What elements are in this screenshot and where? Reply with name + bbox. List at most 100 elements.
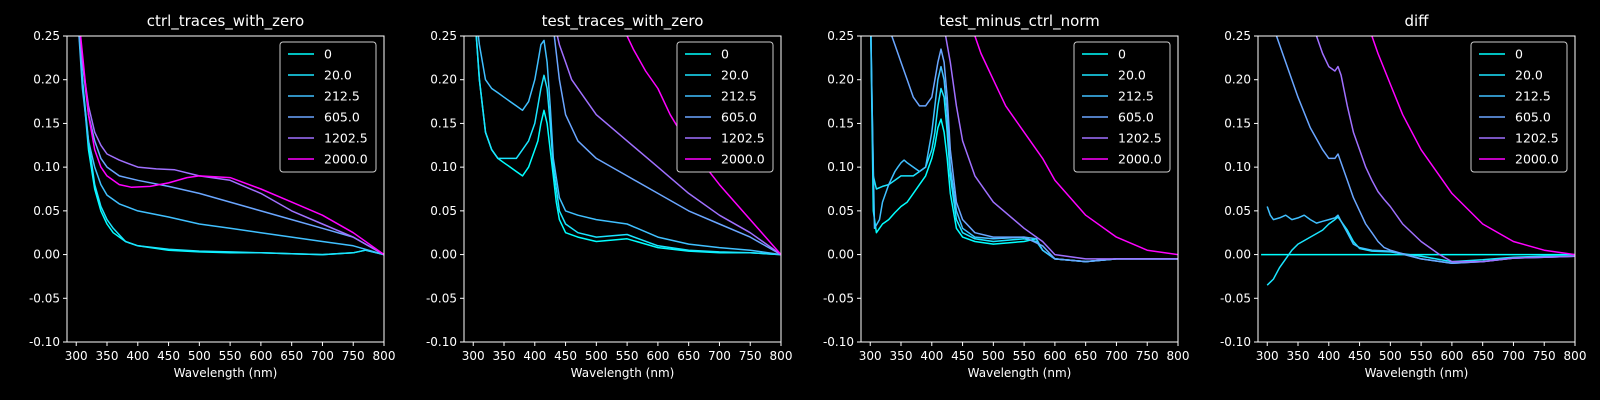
legend-label: 212.5 — [1118, 89, 1154, 104]
x-axis-label: Wavelength (nm) — [571, 366, 675, 380]
series-line — [78, 36, 384, 256]
x-tick-label: 600 — [646, 349, 669, 363]
legend-label: 605.0 — [1515, 110, 1551, 125]
panels: ctrl_traces_with_zero 300 350 400 450 500 550 6… — [29, 12, 1587, 380]
x-tick-label: 800 — [1564, 349, 1587, 363]
legend-label: 2000.0 — [324, 152, 368, 167]
legend-label: 1202.5 — [1118, 131, 1162, 146]
x-tick-label: 450 — [157, 349, 180, 363]
y-tick-label: -0.05 — [426, 291, 457, 305]
series-line — [475, 36, 781, 256]
y-tick-label: 0.25 — [827, 29, 854, 43]
legend: 0 20.0 212.5 605.0 1202.5 2000.0 — [676, 41, 774, 173]
x-tick-label: 550 — [219, 349, 242, 363]
legend-label: 605.0 — [721, 110, 757, 125]
series-lines — [475, 36, 781, 256]
y-tick-label: 0.00 — [827, 248, 854, 262]
y-tick-label: 0.20 — [1224, 73, 1251, 87]
x-tick-label: 300 — [65, 349, 88, 363]
plot-frame — [860, 35, 1179, 343]
x-tick-label: 300 — [462, 349, 485, 363]
y-tick-label: 0.05 — [1224, 204, 1251, 218]
series-line — [78, 36, 384, 256]
x-tick-label: 600 — [1043, 349, 1066, 363]
y-tick-label: 0.10 — [1224, 160, 1251, 174]
x-tick-label: 300 — [1256, 349, 1279, 363]
legend: 0 20.0 212.5 605.0 1202.5 2000.0 — [1470, 41, 1568, 173]
y-tick-label: 0.20 — [430, 73, 457, 87]
x-tick-label: 400 — [920, 349, 943, 363]
y-tick-label: 0.20 — [33, 73, 60, 87]
y-tick-label: 0.25 — [33, 29, 60, 43]
x-tick-label: 500 — [188, 349, 211, 363]
x-tick-label: 650 — [1471, 349, 1494, 363]
series-line — [79, 36, 384, 256]
x-tick-label: 300 — [859, 349, 882, 363]
chart-title: test_traces_with_zero — [542, 12, 704, 31]
x-tick-label: 400 — [523, 349, 546, 363]
legend-label: 2000.0 — [1515, 152, 1559, 167]
x-tick-label: 450 — [951, 349, 974, 363]
x-tick-label: 800 — [770, 349, 793, 363]
legend-label: 2000.0 — [721, 152, 765, 167]
series-line — [1371, 36, 1575, 256]
legend-label: 2000.0 — [1118, 152, 1162, 167]
legend: 0 20.0 212.5 605.0 1202.5 2000.0 — [279, 41, 377, 173]
series-lines — [1261, 36, 1575, 286]
legend-label: 605.0 — [1118, 110, 1154, 125]
y-tick-label: -0.05 — [29, 291, 60, 305]
legend-label: 20.0 — [1118, 68, 1146, 83]
x-tick-label: 550 — [616, 349, 639, 363]
chart-panel: test_traces_with_zero 300 350 400 450 500 550 6… — [426, 12, 793, 380]
y-tick-label: 0.10 — [430, 160, 457, 174]
legend: 0 20.0 212.5 605.0 1202.5 2000.0 — [1073, 41, 1171, 173]
x-tick-label: 600 — [249, 349, 272, 363]
legend-label: 1202.5 — [1515, 131, 1559, 146]
x-tick-label: 350 — [1287, 349, 1310, 363]
y-tick-label: 0.15 — [33, 116, 60, 130]
x-tick-label: 800 — [373, 349, 396, 363]
x-tick-label: 600 — [1440, 349, 1463, 363]
y-tick-label: -0.10 — [426, 335, 457, 349]
chart-title: test_minus_ctrl_norm — [939, 12, 1100, 31]
y-tick-label: 0.15 — [1224, 116, 1251, 130]
x-tick-label: 500 — [1379, 349, 1402, 363]
series-line — [556, 36, 781, 256]
legend-label: 20.0 — [1515, 68, 1543, 83]
x-axis-label: Wavelength (nm) — [968, 366, 1072, 380]
legend-label: 212.5 — [1515, 89, 1551, 104]
y-tick-label: 0.20 — [827, 73, 854, 87]
y-tick-label: 0.00 — [1224, 248, 1251, 262]
y-tick-label: -0.10 — [1220, 335, 1251, 349]
x-tick-label: 650 — [1074, 349, 1097, 363]
series-line — [79, 36, 384, 256]
y-tick-label: 0.00 — [430, 248, 457, 262]
y-tick-label: 0.15 — [430, 116, 457, 130]
series-lines — [870, 36, 1178, 263]
series-line — [891, 36, 1178, 263]
y-tick-label: 0.10 — [827, 160, 854, 174]
legend-label: 212.5 — [324, 89, 360, 104]
x-tick-label: 400 — [126, 349, 149, 363]
series-line — [1275, 36, 1575, 265]
y-tick-label: 0.05 — [827, 204, 854, 218]
legend-label: 0 — [1515, 47, 1523, 62]
plot-frame — [463, 35, 782, 343]
plot-frame — [66, 35, 385, 343]
series-line — [79, 36, 384, 256]
legend-label: 605.0 — [324, 110, 360, 125]
legend-label: 0 — [1118, 47, 1126, 62]
legend-label: 0 — [721, 47, 729, 62]
x-axis-label: Wavelength (nm) — [1365, 366, 1469, 380]
x-tick-label: 650 — [280, 349, 303, 363]
y-tick-label: 0.25 — [1224, 29, 1251, 43]
x-tick-label: 700 — [1502, 349, 1525, 363]
series-lines — [78, 36, 384, 256]
x-tick-label: 800 — [1167, 349, 1190, 363]
x-tick-label: 450 — [1348, 349, 1371, 363]
y-tick-label: 0.25 — [430, 29, 457, 43]
y-tick-label: 0.00 — [33, 248, 60, 262]
x-tick-label: 750 — [739, 349, 762, 363]
